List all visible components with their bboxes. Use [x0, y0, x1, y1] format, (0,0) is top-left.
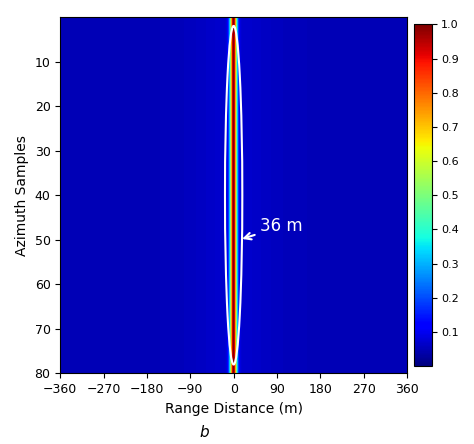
Text: b: b	[199, 424, 209, 440]
Text: 36 m: 36 m	[244, 218, 303, 239]
Y-axis label: Azimuth Samples: Azimuth Samples	[15, 135, 29, 256]
X-axis label: Range Distance (m): Range Distance (m)	[164, 402, 303, 416]
